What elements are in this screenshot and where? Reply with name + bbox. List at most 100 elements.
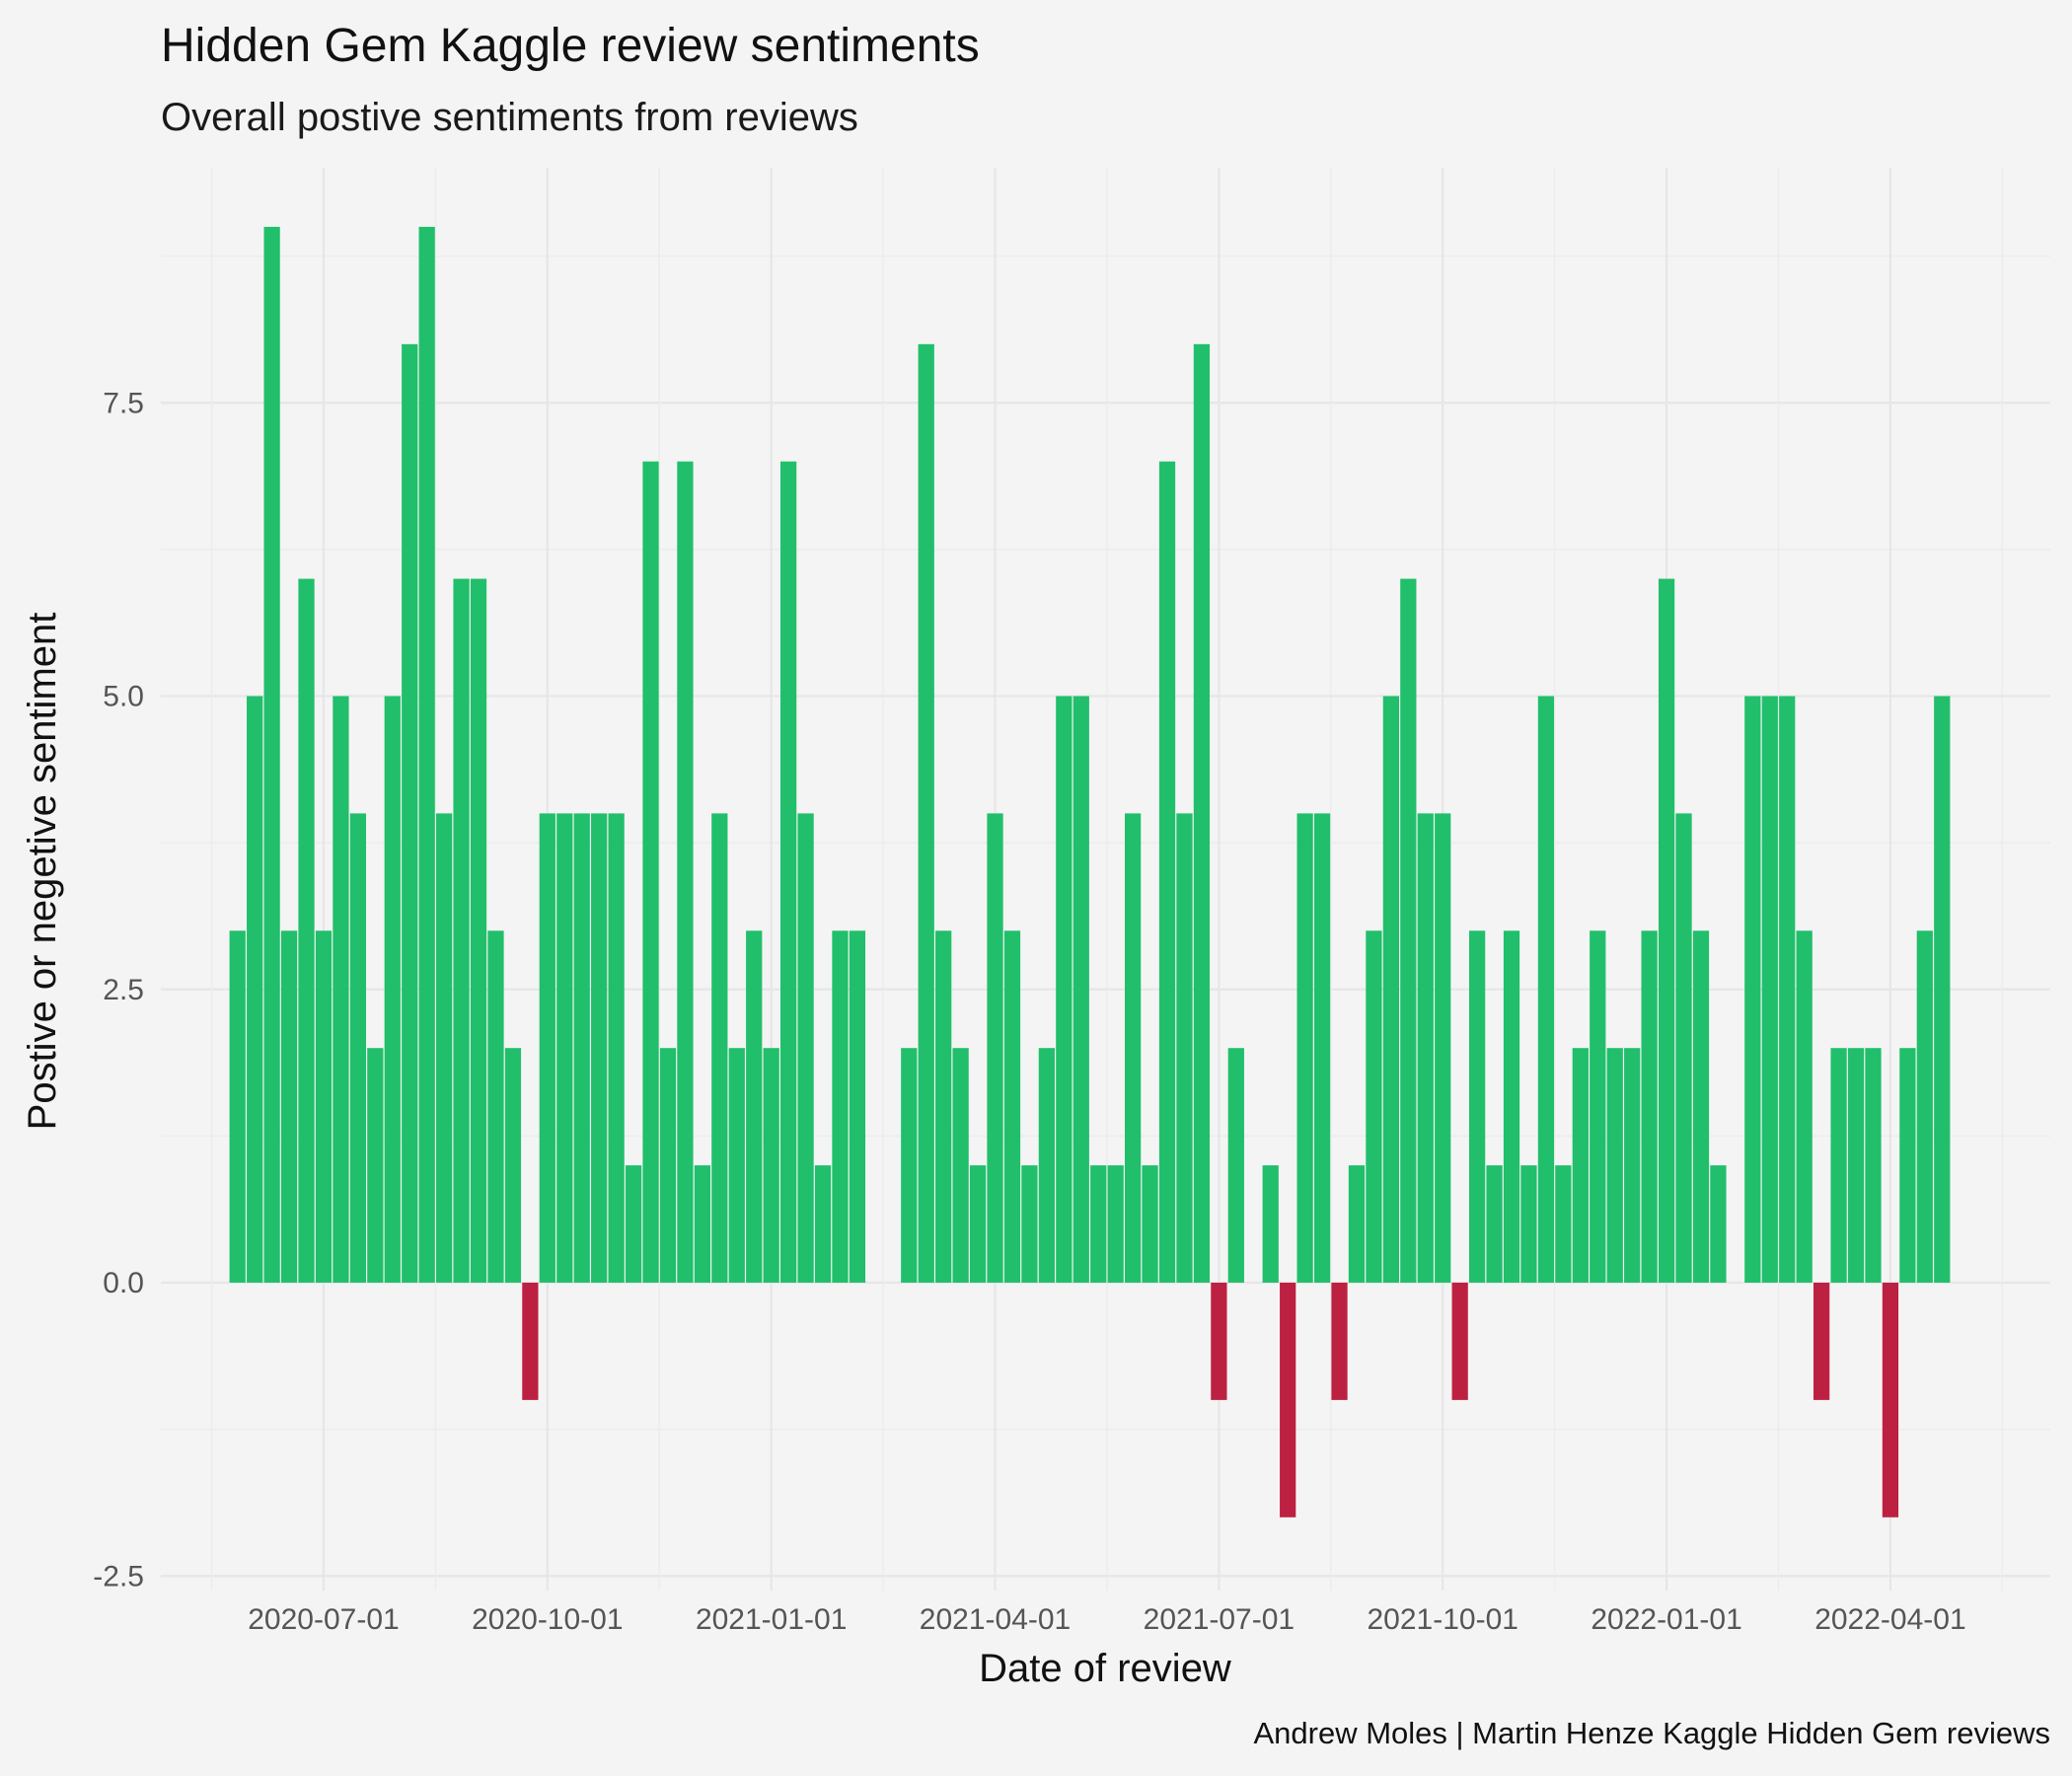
positive-bar [1142, 1165, 1158, 1283]
positive-bar [1313, 813, 1331, 1283]
positive-bar [349, 813, 366, 1283]
positive-bar [453, 578, 470, 1283]
y-tick-label: 7.5 [103, 387, 144, 419]
negative-bar [1451, 1283, 1468, 1400]
positive-bar [1916, 930, 1933, 1283]
positive-bar [263, 226, 280, 1283]
positive-bar [935, 930, 952, 1283]
positive-bar [694, 1165, 710, 1283]
positive-bar [1469, 930, 1486, 1283]
positive-bar [1366, 930, 1382, 1283]
positive-bar [1555, 1165, 1572, 1283]
positive-bar [969, 1165, 987, 1283]
y-tick-label: 5.0 [103, 681, 144, 713]
positive-bar [1125, 813, 1142, 1283]
positive-bar [418, 226, 435, 1283]
positive-bar [556, 813, 573, 1283]
x-axis-tick-labels: 2020-07-01 2020-10-01 2021-01-01 2021-04-01… [248, 1603, 1965, 1636]
positive-bar [677, 461, 694, 1283]
positive-bar [1779, 696, 1796, 1283]
positive-bar [591, 813, 608, 1283]
y-axis-tick-labels: -2.5 0.0 2.5 5.0 7.5 [93, 387, 144, 1592]
positive-bar [746, 930, 763, 1283]
positive-bar [1761, 696, 1778, 1283]
positive-bar [1606, 1048, 1623, 1283]
positive-bar [1227, 1048, 1244, 1283]
positive-bar [1590, 930, 1606, 1283]
chart-subtitle: Overall postive sentiments from reviews [161, 96, 858, 139]
positive-bar [1038, 1048, 1055, 1283]
positive-bar [814, 1165, 832, 1283]
positive-bar [1417, 813, 1434, 1283]
x-tick-label: 2021-01-01 [696, 1603, 847, 1636]
positive-bar [1435, 813, 1451, 1283]
positive-bar [608, 813, 625, 1283]
positive-bar [1003, 930, 1021, 1283]
x-tick-label: 2022-01-01 [1591, 1603, 1741, 1636]
negative-bar [1280, 1283, 1296, 1517]
x-axis-title: Date of review [979, 1647, 1231, 1690]
positive-bar [728, 1048, 745, 1283]
positive-bar [1934, 696, 1951, 1283]
positive-bar [659, 1048, 677, 1283]
positive-bar [384, 696, 401, 1283]
positive-bar [1400, 578, 1417, 1283]
positive-bar [1658, 578, 1675, 1283]
positive-bar [1176, 813, 1193, 1283]
negative-bar [1813, 1283, 1830, 1400]
positive-bar [763, 1048, 779, 1283]
positive-bar [1744, 696, 1761, 1283]
positive-bar [625, 1165, 642, 1283]
positive-bar [229, 930, 246, 1283]
positive-bar [487, 930, 504, 1283]
positive-bar [1486, 1165, 1503, 1283]
positive-bar [642, 461, 659, 1283]
positive-bar [1193, 343, 1211, 1283]
positive-bar [1865, 1048, 1882, 1283]
positive-bar [436, 813, 453, 1283]
positive-bar [1073, 696, 1089, 1283]
chart-title: Hidden Gem Kaggle review sentiments [161, 20, 980, 72]
positive-bar [504, 1048, 522, 1283]
positive-bar [1503, 930, 1520, 1283]
positive-bar [1262, 1165, 1279, 1283]
positive-bar [1348, 1165, 1366, 1283]
positive-bar [367, 1048, 384, 1283]
positive-bar [1107, 1165, 1124, 1283]
positive-bar [1382, 696, 1399, 1283]
positive-bar [849, 930, 866, 1283]
positive-bar [952, 1048, 969, 1283]
positive-bar [470, 578, 487, 1283]
positive-bar [987, 813, 1003, 1283]
positive-bar [298, 578, 315, 1283]
positive-bar [1830, 1048, 1847, 1283]
positive-bar [1796, 930, 1813, 1283]
positive-bar [901, 1048, 918, 1283]
positive-bar [1158, 461, 1176, 1283]
positive-bar [315, 930, 333, 1283]
positive-bar [1899, 1048, 1916, 1283]
positive-bar [1710, 1165, 1727, 1283]
positive-bar [280, 930, 298, 1283]
positive-bar [573, 813, 590, 1283]
positive-bar [780, 461, 797, 1283]
chart-caption: Andrew Moles | Martin Henze Kaggle Hidde… [1253, 1716, 2050, 1750]
x-tick-label: 2021-04-01 [920, 1603, 1071, 1636]
negative-bar [1211, 1283, 1227, 1400]
positive-bar [247, 696, 263, 1283]
positive-bar [1520, 1165, 1537, 1283]
x-tick-label: 2021-07-01 [1144, 1603, 1295, 1636]
negative-bar [522, 1283, 539, 1400]
positive-bar [539, 813, 555, 1283]
positive-bar [1675, 813, 1692, 1283]
positive-bar [832, 930, 849, 1283]
positive-bar [1692, 930, 1710, 1283]
y-axis-title: Postive or negetive sentiment [21, 613, 64, 1131]
positive-bar [1572, 1048, 1589, 1283]
bars-layer [229, 226, 1951, 1517]
y-tick-label: -2.5 [93, 1560, 144, 1592]
y-tick-label: 0.0 [103, 1267, 144, 1299]
positive-bar [1847, 1048, 1865, 1283]
negative-bar [1882, 1283, 1899, 1517]
